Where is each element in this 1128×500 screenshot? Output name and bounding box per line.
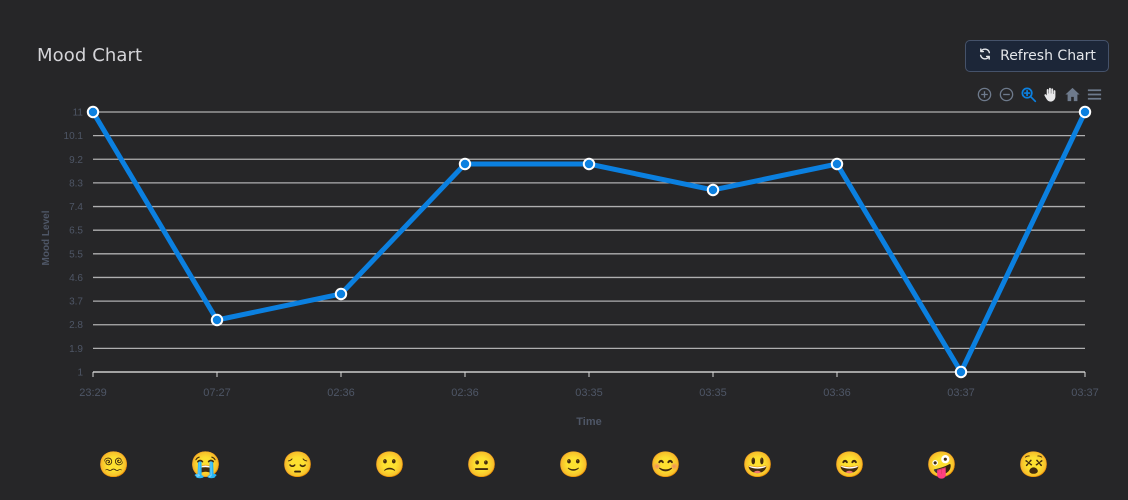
y-tick-label: 1 [77,368,83,379]
reset-home-icon[interactable] [1064,86,1081,103]
x-tick-label: 02:36 [327,387,355,399]
y-tick-label: 5.5 [69,249,83,260]
y-tick-label: 8.3 [69,178,83,189]
y-tick-label: 9.2 [69,155,83,166]
mood-emoji-1[interactable]: 😵‍💫 [98,451,130,479]
refresh-chart-label: Refresh Chart [1000,48,1096,64]
x-tick-label: 03:35 [575,387,603,399]
y-axis-title: Mood Level [41,210,52,265]
x-tick-label: 03:37 [947,387,975,399]
mood-emoji-6[interactable]: 🙂 [558,451,590,479]
mood-emoji-9[interactable]: 😄 [834,451,866,479]
chart-title: Mood Chart [37,45,143,66]
y-tick-label: 10.1 [64,131,84,142]
x-tick-label: 03:36 [823,387,851,399]
y-tick-label: 3.7 [69,297,83,308]
data-point[interactable] [1078,105,1092,119]
mood-emoji-4[interactable]: 🙁 [374,451,406,479]
mood-emoji-7[interactable]: 😊 [650,451,682,479]
x-tick-label: 02:36 [451,387,479,399]
x-tick-label: 03:37 [1071,387,1099,399]
mood-emoji-10[interactable]: 🤪 [926,451,958,479]
data-point[interactable] [334,287,348,301]
refresh-icon [978,47,992,65]
refresh-chart-button[interactable]: Refresh Chart [965,40,1109,72]
x-tick-label: 23:29 [79,387,107,399]
data-point[interactable] [86,105,100,119]
menu-icon[interactable] [1086,86,1103,103]
mood-emoji-11[interactable]: 😵 [1018,451,1050,479]
mood-emoji-3[interactable]: 😔 [282,451,314,479]
mood-emoji-5[interactable]: 😐 [466,451,498,479]
data-point[interactable] [954,365,968,379]
chart-toolbar [976,85,1103,103]
selection-zoom-icon[interactable] [1020,86,1037,103]
data-point[interactable] [458,157,472,171]
y-tick-label: 7.4 [69,202,83,213]
data-point[interactable] [830,157,844,171]
pan-hand-icon[interactable] [1042,86,1059,103]
y-tick-label: 2.8 [69,320,83,331]
zoom-out-icon[interactable] [998,86,1015,103]
mood-series-line [90,110,1088,378]
x-axis-title: Time [576,416,601,428]
mood-emoji-2[interactable]: 😭 [190,451,222,479]
y-tick-label: 4.6 [69,273,83,284]
mood-emoji-8[interactable]: 😃 [742,451,774,479]
x-tick-label: 07:27 [203,387,231,399]
mood-emoji-picker: 😵‍💫 😭 😔 🙁 😐 🙂 😊 😃 😄 🤪 😵 [0,448,1128,482]
y-tick-label: 6.5 [69,226,83,237]
data-point[interactable] [706,183,720,197]
y-tick-label: 1.9 [69,344,83,355]
data-point[interactable] [582,157,596,171]
data-point[interactable] [210,313,224,327]
mood-line-chart[interactable]: 1 1.9 2.8 3.7 4.6 5.5 6.5 7.4 8.3 9.2 10.1 11 23:29 0… [0,0,1128,440]
x-tick-label: 03:35 [699,387,727,399]
y-tick-label: 11 [73,108,84,119]
zoom-in-icon[interactable] [976,86,993,103]
